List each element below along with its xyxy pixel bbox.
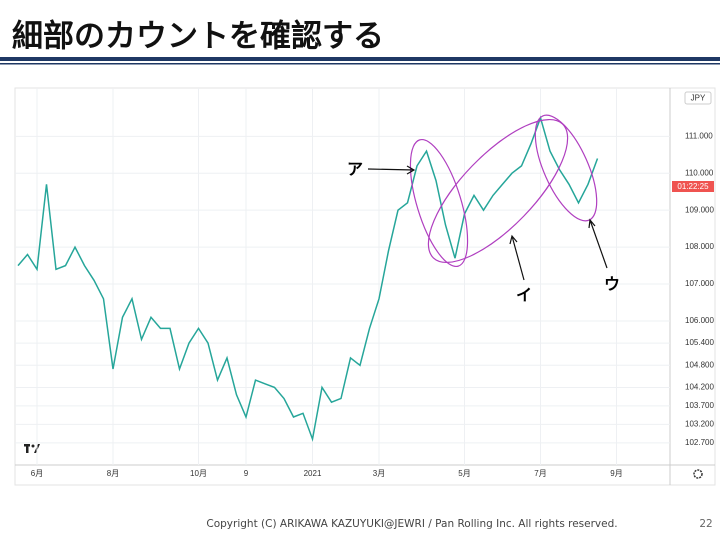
y-tick-label: 102.700 <box>685 438 714 447</box>
y-tick-label: 106.000 <box>685 316 714 325</box>
annotation: イ <box>516 286 532 305</box>
x-tick-label: 7月 <box>534 469 546 478</box>
chart-panel <box>14 87 716 486</box>
slide-title: 細部のカウントを確認する <box>12 19 384 55</box>
x-tick-label: 9月 <box>610 469 622 478</box>
settings-icon[interactable] <box>693 469 703 479</box>
page-number: 22 <box>699 518 712 530</box>
annotation: ア <box>347 160 363 179</box>
countdown: 01:22:25 <box>677 182 709 191</box>
y-tick-label: 105.400 <box>685 338 714 347</box>
y-tick-label: 111.000 <box>685 131 713 140</box>
y-tick-label: 109.000 <box>685 205 714 214</box>
x-tick-label: 2021 <box>304 469 322 478</box>
countdown-box <box>672 181 714 192</box>
y-tick-label: 103.700 <box>685 401 714 410</box>
highlight-ellipses <box>409 114 598 268</box>
annotation: ウ <box>604 275 620 294</box>
y-tick-label: 107.000 <box>685 279 714 288</box>
x-tick-label: 3月 <box>373 469 385 478</box>
copyright: Copyright (C) ARIKAWA KAZUYUKI@JEWRI / P… <box>206 518 617 530</box>
x-tick-label: 9 <box>244 469 249 478</box>
annotation-arrows <box>367 165 608 281</box>
x-tick-label: 5月 <box>458 469 470 478</box>
x-tick-label: 10月 <box>190 469 207 478</box>
y-tick-label: 110.000 <box>685 168 714 177</box>
y-tick-label: 104.200 <box>685 383 714 392</box>
price-line <box>17 115 599 442</box>
y-tick-label: 104.800 <box>685 360 714 369</box>
title-rule-thin <box>0 63 720 65</box>
currency-label: JPY <box>691 94 706 103</box>
title-rule <box>0 57 720 61</box>
y-tick-label: 103.200 <box>685 419 714 428</box>
x-tick-label: 6月 <box>31 469 43 478</box>
currency-box <box>684 91 712 105</box>
y-tick-label: 108.000 <box>685 242 714 251</box>
x-tick-label: 8月 <box>107 469 119 478</box>
